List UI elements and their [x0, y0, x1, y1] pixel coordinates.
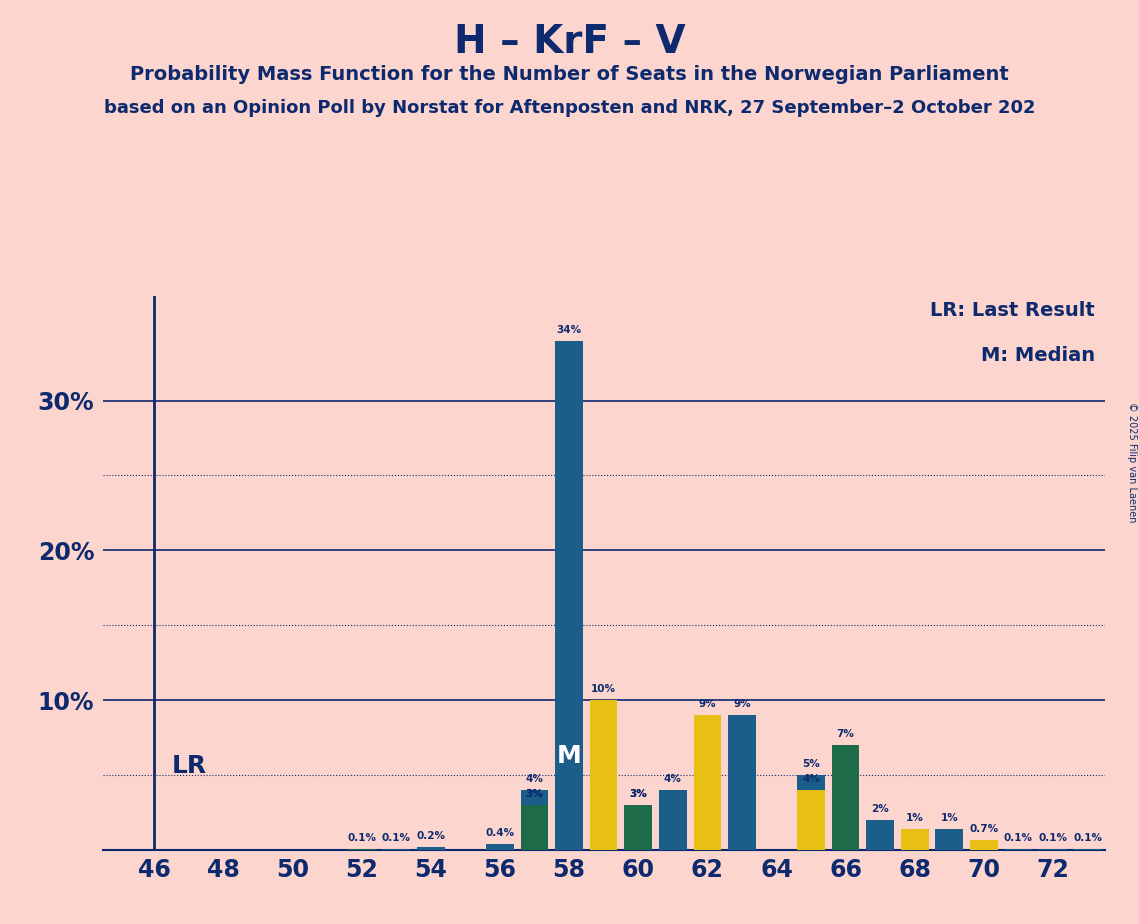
Bar	[417, 847, 444, 850]
Text: 3%: 3%	[526, 789, 543, 799]
Text: LR: Last Result: LR: Last Result	[931, 301, 1095, 321]
Bar	[797, 775, 825, 850]
Bar	[867, 821, 894, 850]
Text: 3%: 3%	[630, 789, 647, 799]
Bar	[728, 715, 756, 850]
Text: H – KrF – V: H – KrF – V	[453, 23, 686, 61]
Text: 0.1%: 0.1%	[1003, 833, 1033, 843]
Text: 10%: 10%	[591, 685, 616, 694]
Bar	[1074, 848, 1101, 850]
Text: based on an Opinion Poll by Norstat for Aftenposten and NRK, 27 September–2 Octo: based on an Opinion Poll by Norstat for …	[104, 99, 1035, 116]
Text: 4%: 4%	[664, 774, 682, 784]
Text: © 2025 Filip van Laenen: © 2025 Filip van Laenen	[1126, 402, 1137, 522]
Text: 7%: 7%	[837, 729, 854, 739]
Text: 9%: 9%	[698, 699, 716, 710]
Bar	[694, 715, 721, 850]
Text: 1%: 1%	[941, 813, 958, 823]
Bar	[383, 848, 410, 850]
Text: 0.1%: 0.1%	[1039, 833, 1067, 843]
Bar	[1005, 848, 1032, 850]
Text: M: M	[557, 744, 582, 768]
Text: 0.1%: 0.1%	[1073, 833, 1103, 843]
Text: LR: LR	[172, 754, 207, 778]
Text: 4%: 4%	[802, 774, 820, 784]
Text: 2%: 2%	[871, 804, 890, 814]
Text: 4%: 4%	[525, 774, 543, 784]
Text: 5%: 5%	[802, 760, 820, 769]
Text: 3%: 3%	[526, 789, 543, 799]
Bar	[1039, 848, 1067, 850]
Bar	[901, 829, 928, 850]
Text: 0.4%: 0.4%	[485, 828, 515, 838]
Bar	[486, 845, 514, 850]
Bar	[831, 745, 860, 850]
Text: M: Median: M: Median	[981, 346, 1095, 365]
Bar	[935, 829, 964, 850]
Bar	[624, 805, 652, 850]
Text: 0.1%: 0.1%	[347, 833, 376, 843]
Bar	[970, 840, 998, 850]
Text: Probability Mass Function for the Number of Seats in the Norwegian Parliament: Probability Mass Function for the Number…	[130, 65, 1009, 84]
Bar	[590, 700, 617, 850]
Text: 3%: 3%	[630, 789, 647, 799]
Text: 0.2%: 0.2%	[417, 831, 445, 841]
Bar	[521, 790, 548, 850]
Bar	[521, 805, 548, 850]
Bar	[347, 848, 376, 850]
Bar	[556, 341, 583, 850]
Text: 9%: 9%	[734, 699, 751, 710]
Text: 0.1%: 0.1%	[382, 833, 411, 843]
Text: 1%: 1%	[906, 813, 924, 823]
Text: 0.7%: 0.7%	[969, 823, 999, 833]
Bar	[521, 805, 548, 850]
Bar	[659, 790, 687, 850]
Bar	[624, 805, 652, 850]
Text: 34%: 34%	[557, 324, 582, 334]
Bar	[797, 790, 825, 850]
